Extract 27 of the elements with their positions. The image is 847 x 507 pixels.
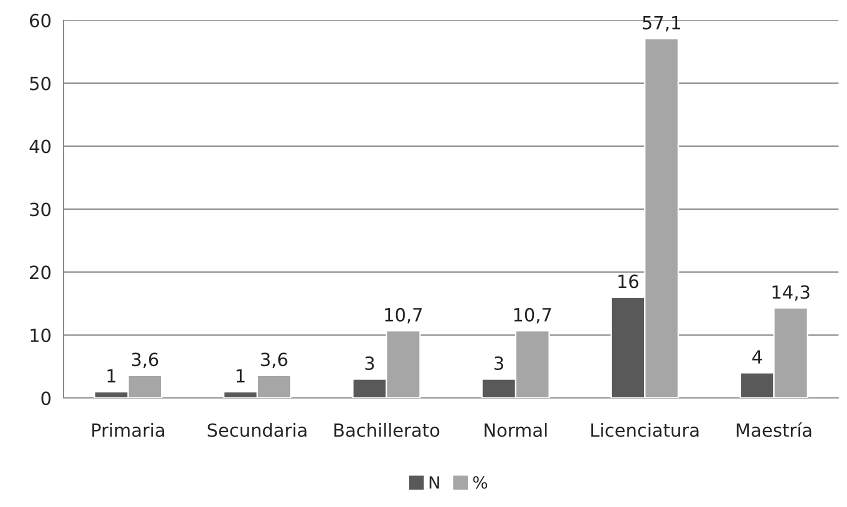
y-tick-label: 50 <box>30 76 51 90</box>
x-tick-label: Normal <box>484 422 547 437</box>
y-tick-label: 10 <box>30 328 51 342</box>
data-label: 57,1 <box>642 16 680 32</box>
x-tick-label: Primaria <box>92 422 164 437</box>
data-label: 3 <box>365 356 374 370</box>
data-label: 14,3 <box>772 285 810 301</box>
data-label: 1 <box>236 369 245 382</box>
legend-label: % <box>473 476 488 489</box>
data-label: 3,6 <box>132 352 158 368</box>
x-tick-label: Bachillerato <box>334 422 440 437</box>
data-label: 3 <box>494 356 504 370</box>
x-tick-label: Maestría <box>736 422 812 437</box>
data-label: 16 <box>618 274 638 288</box>
y-tick-label: 30 <box>30 202 51 216</box>
y-tick-label: 60 <box>30 14 51 28</box>
x-tick-label: Secundaria <box>208 422 306 437</box>
data-label: 1 <box>108 369 116 382</box>
data-label: 10,7 <box>514 308 551 324</box>
y-tick-label: 20 <box>30 266 51 280</box>
y-tick-label: 0 <box>41 391 51 406</box>
data-label: 3,6 <box>261 352 288 368</box>
y-tick-label: 40 <box>30 140 51 154</box>
x-tick-label: Licenciatura <box>591 422 698 437</box>
data-label: 4 <box>752 350 762 364</box>
legend-label: N <box>430 476 439 489</box>
data-label: 10,7 <box>385 308 422 324</box>
